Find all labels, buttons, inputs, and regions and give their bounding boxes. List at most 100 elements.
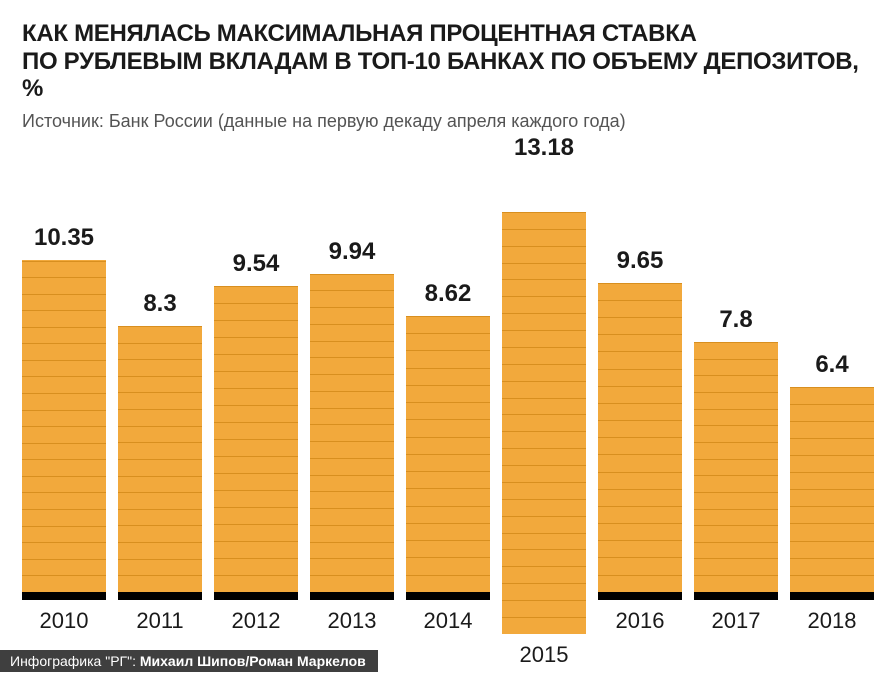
bar-stripe bbox=[118, 559, 202, 576]
bar-stripe bbox=[118, 409, 202, 426]
bar-stripe bbox=[310, 525, 394, 542]
bar-stripe bbox=[598, 540, 682, 557]
bar-stripe bbox=[118, 442, 202, 459]
bar-value-label: 10.35 bbox=[22, 224, 106, 252]
bar-category-label: 2014 bbox=[424, 608, 473, 634]
bar-stripe bbox=[406, 385, 490, 402]
bar-stripe bbox=[118, 326, 202, 343]
bar-stripe bbox=[502, 600, 586, 617]
bar-stripe bbox=[598, 489, 682, 506]
bar-stripe bbox=[214, 575, 298, 592]
bar-wrap bbox=[406, 212, 490, 592]
bar-stripe bbox=[406, 419, 490, 436]
bar-stripe bbox=[214, 354, 298, 371]
bar-stripe bbox=[502, 516, 586, 533]
bar-stripe bbox=[310, 357, 394, 374]
bar-stripe bbox=[310, 542, 394, 559]
bar-group: 8.32011 bbox=[118, 212, 202, 634]
bar-stripe bbox=[790, 387, 874, 404]
bar-stripe bbox=[406, 333, 490, 350]
bar-stripe bbox=[598, 334, 682, 351]
bar-wrap bbox=[118, 212, 202, 592]
bar-stripe bbox=[310, 424, 394, 441]
caption-authors: Михаил Шипов/Роман Маркелов bbox=[140, 653, 366, 669]
bar bbox=[502, 212, 586, 634]
bar-stripe bbox=[598, 369, 682, 386]
bar-fill bbox=[502, 212, 586, 634]
bar-stripe bbox=[214, 405, 298, 422]
bar-stripe bbox=[502, 583, 586, 600]
bar-stripe bbox=[214, 490, 298, 507]
bar-value-label: 6.4 bbox=[790, 351, 874, 379]
bar-stripe bbox=[310, 341, 394, 358]
bar-stripe bbox=[22, 476, 106, 493]
bar-stripe bbox=[406, 523, 490, 540]
bar-stripe bbox=[694, 342, 778, 359]
bar-stripe bbox=[22, 559, 106, 576]
bar-stripe bbox=[502, 347, 586, 364]
bar-stripe bbox=[598, 523, 682, 540]
bar bbox=[406, 316, 490, 592]
bar-value-label: 8.62 bbox=[406, 280, 490, 308]
bar-baseline bbox=[22, 592, 106, 600]
bar-stripe bbox=[118, 476, 202, 493]
bar-stripe bbox=[694, 392, 778, 409]
bar-stripe bbox=[310, 508, 394, 525]
bar-stripe bbox=[22, 376, 106, 393]
bar-stripe bbox=[598, 557, 682, 574]
bar-stripe bbox=[22, 310, 106, 327]
bar-stripe bbox=[214, 456, 298, 473]
bar-group: 10.352010 bbox=[22, 212, 106, 634]
bar-stripe bbox=[790, 404, 874, 421]
bar-stripe bbox=[310, 458, 394, 475]
bar-stripe bbox=[22, 509, 106, 526]
bar-stripe bbox=[502, 246, 586, 263]
bar-stripe bbox=[406, 488, 490, 505]
bar-stripe bbox=[790, 472, 874, 489]
bar-baseline bbox=[406, 592, 490, 600]
bar-stripe bbox=[502, 566, 586, 583]
bar-stripe bbox=[214, 371, 298, 388]
bar-value-label: 7.8 bbox=[694, 306, 778, 334]
bar-stripe bbox=[310, 324, 394, 341]
bar-stripe bbox=[214, 473, 298, 490]
bar-fill bbox=[118, 326, 202, 592]
bar bbox=[22, 260, 106, 591]
bar-fill bbox=[214, 286, 298, 591]
bar-group: 6.42018 bbox=[790, 212, 874, 634]
bar-value-label: 8.3 bbox=[118, 290, 202, 318]
bar-wrap bbox=[22, 212, 106, 592]
bar-wrap bbox=[310, 212, 394, 592]
bar-stripe bbox=[694, 425, 778, 442]
bar-baseline bbox=[694, 592, 778, 600]
bar-stripe bbox=[310, 274, 394, 291]
bar-stripe bbox=[22, 426, 106, 443]
bar-stripe bbox=[406, 540, 490, 557]
bar-stripe bbox=[118, 359, 202, 376]
bar-stripe bbox=[502, 448, 586, 465]
bar-category-label: 2013 bbox=[328, 608, 377, 634]
bar bbox=[790, 387, 874, 592]
bar-category-label: 2015 bbox=[520, 642, 569, 668]
bar-stripe bbox=[598, 317, 682, 334]
bar-stripe bbox=[502, 549, 586, 566]
bar-stripe bbox=[406, 316, 490, 333]
bar-stripe bbox=[790, 541, 874, 558]
bar-stripe bbox=[22, 410, 106, 427]
caption-bar: Инфографика "РГ": Михаил Шипов/Роман Мар… bbox=[0, 650, 378, 672]
bar-stripe bbox=[22, 277, 106, 294]
bar-stripe bbox=[502, 279, 586, 296]
bar-fill bbox=[406, 316, 490, 592]
bar-stripe bbox=[118, 492, 202, 509]
bar-stripe bbox=[214, 337, 298, 354]
bar-stripe bbox=[694, 409, 778, 426]
bar-category-label: 2012 bbox=[232, 608, 281, 634]
bar-stripe bbox=[598, 454, 682, 471]
bar-wrap bbox=[694, 212, 778, 592]
bar-stripe bbox=[694, 442, 778, 459]
bar-fill bbox=[310, 274, 394, 592]
bar bbox=[694, 342, 778, 592]
bar-stripe bbox=[790, 421, 874, 438]
bar-stripe bbox=[214, 422, 298, 439]
bar-stripe bbox=[118, 509, 202, 526]
